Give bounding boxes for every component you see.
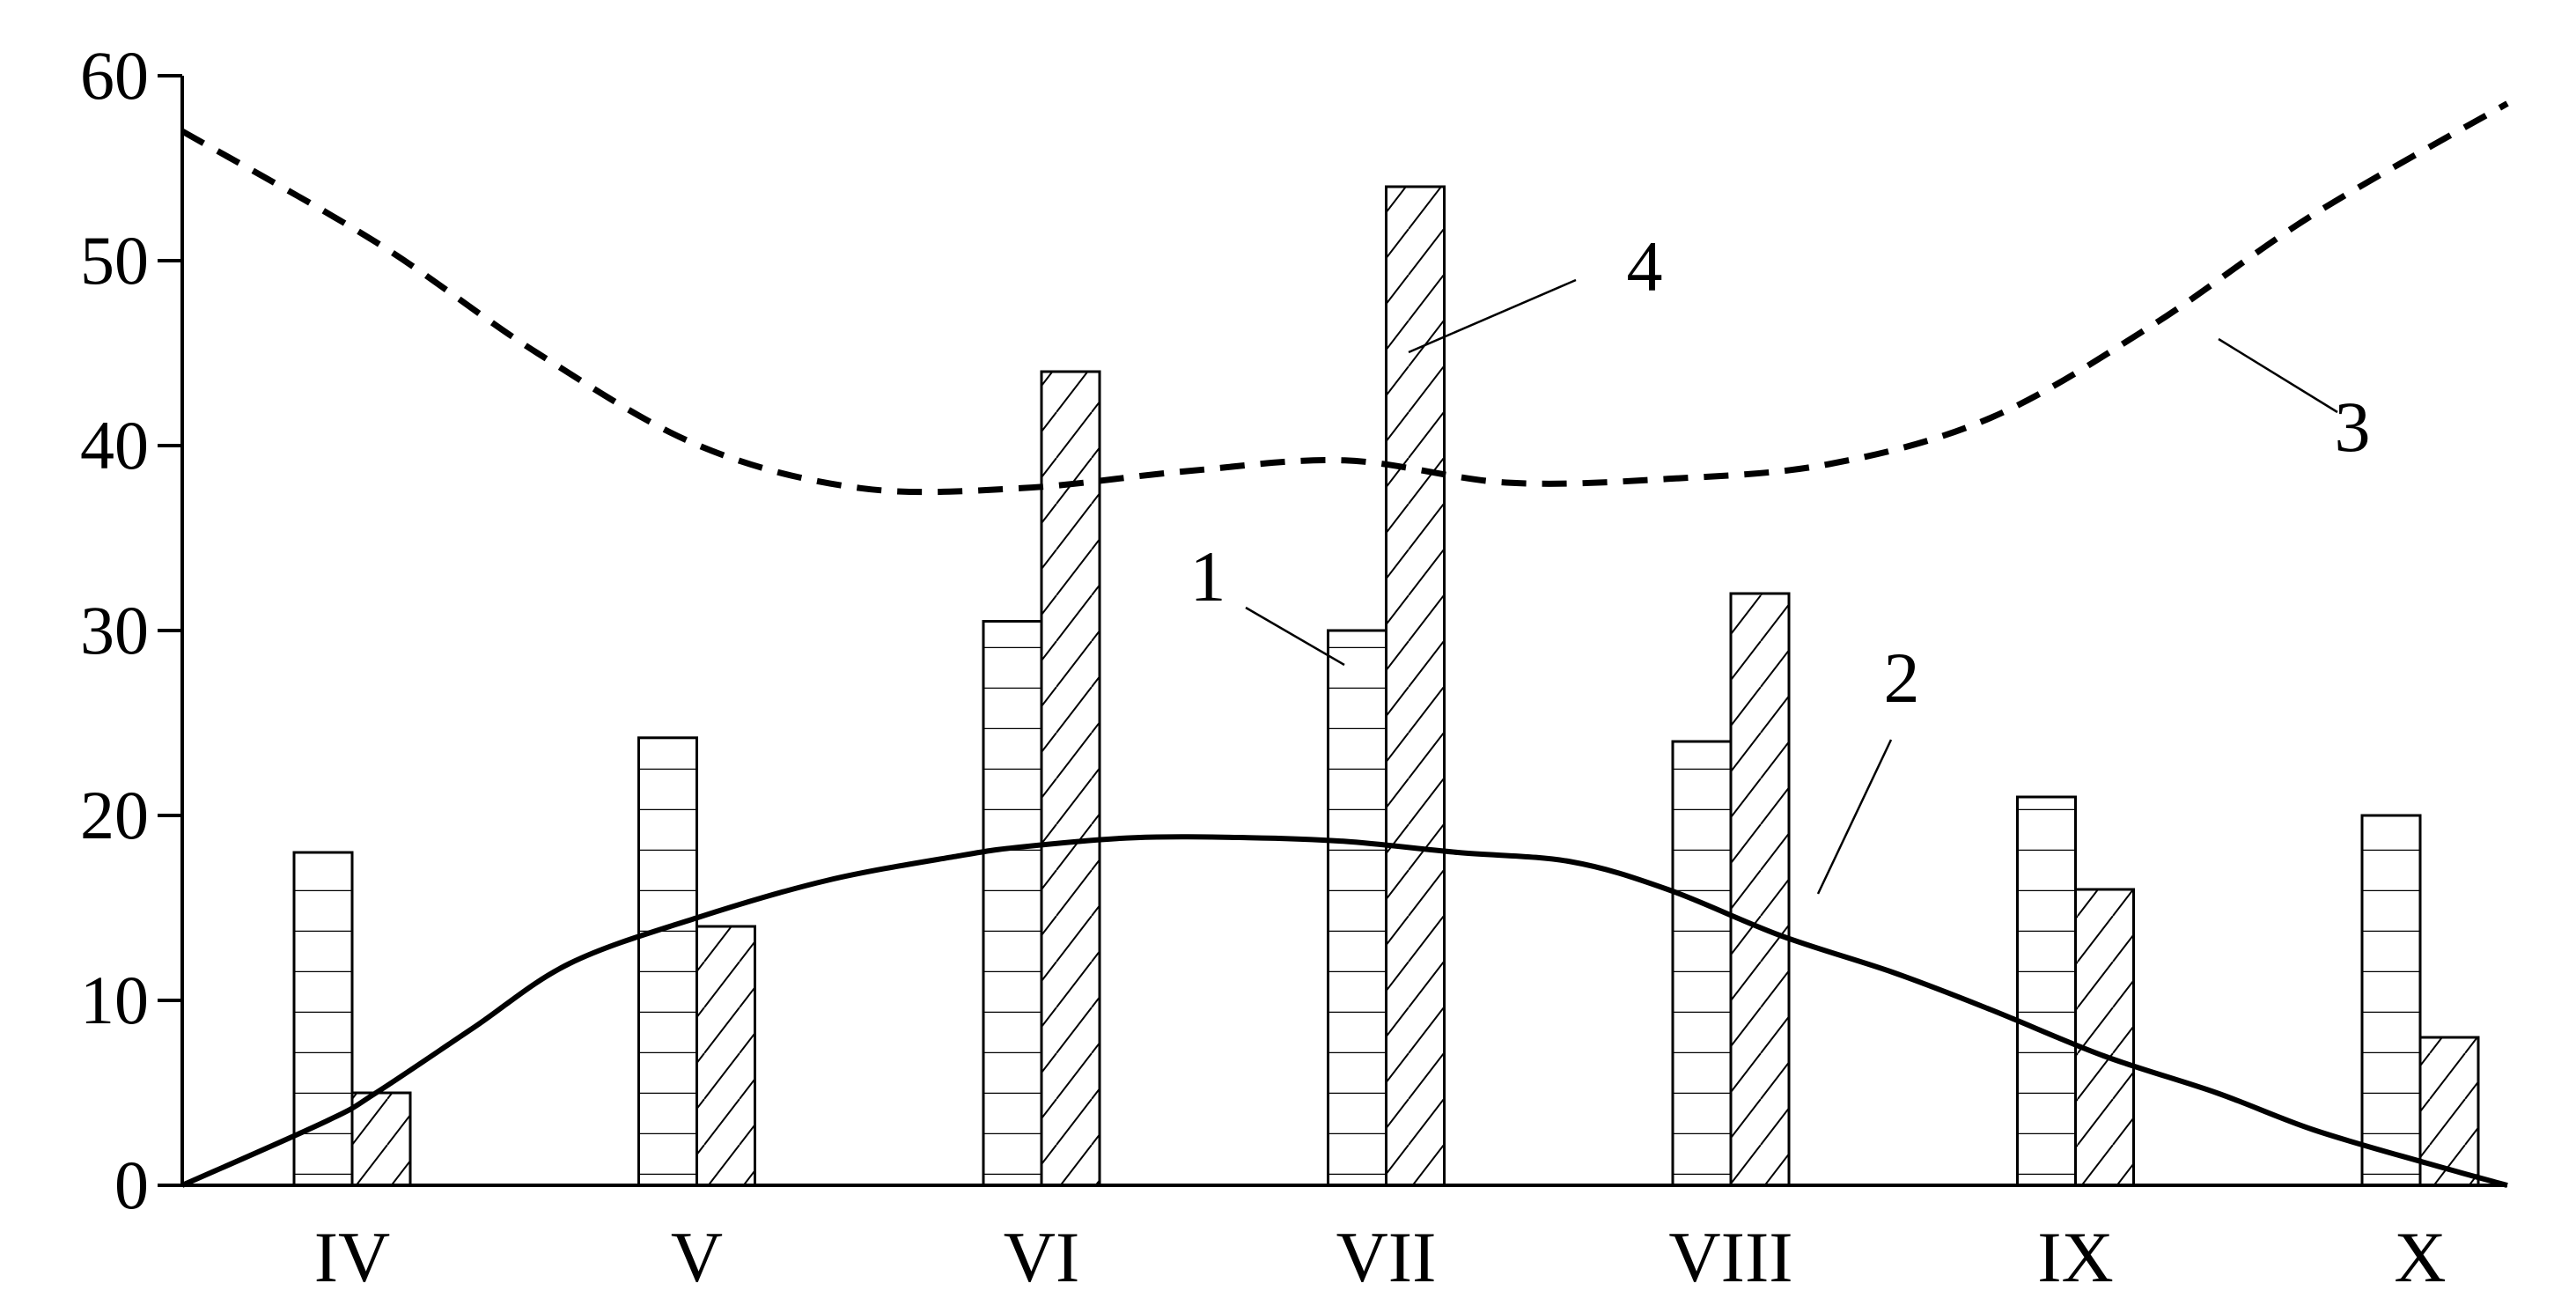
annotation-label-3: 3: [2335, 387, 2371, 467]
bar-series-4: [696, 925, 756, 1187]
y-tick-label: 30: [80, 592, 149, 668]
y-tick-label: 0: [114, 1147, 149, 1223]
annotation-leader-3: [2218, 337, 2338, 414]
bar-series-1: [2016, 795, 2077, 1187]
annotation-leader-4: [1408, 278, 1577, 354]
annotation-label-1: 1: [1190, 536, 1226, 616]
x-category-label: V: [671, 1217, 723, 1297]
y-tick-label: 50: [80, 222, 149, 299]
annotations: 1 2 3 4: [1190, 226, 2371, 895]
y-tick-label: 10: [80, 962, 149, 1038]
bar-series-1: [1327, 629, 1387, 1187]
bar-series-4: [2074, 888, 2135, 1187]
annotation-leader-1: [1245, 606, 1345, 667]
bar-series-1: [982, 620, 1043, 1187]
line-series-3: [180, 100, 2509, 496]
lines: [180, 100, 2509, 1188]
bar-series-4: [1040, 370, 1101, 1187]
bars: IV V VI VII VIII IX X: [292, 185, 2480, 1297]
bar-series-4: [1729, 592, 1791, 1187]
annotation-label-2: 2: [1884, 638, 1920, 718]
bar-series-1: [292, 851, 354, 1187]
y-tick-label: 60: [80, 37, 149, 114]
x-category-label: VIII: [1668, 1217, 1792, 1297]
x-category-label: VI: [1004, 1217, 1080, 1297]
y-tick-label: 20: [80, 777, 149, 853]
bar-series-4: [1385, 185, 1446, 1187]
bar-series-1: [637, 736, 698, 1187]
bar-series-4: [2418, 1036, 2480, 1187]
bar-series-1: [1671, 740, 1733, 1187]
y-tick-label: 40: [80, 407, 149, 483]
x-category-label: IV: [314, 1217, 391, 1297]
line-series-2: [180, 834, 2508, 1188]
bar-series-1: [2360, 814, 2422, 1187]
annotation-leader-2: [1816, 739, 1893, 895]
x-category-label: VII: [1336, 1217, 1437, 1297]
axes: 0 10 20 30 40 50 60: [80, 37, 2507, 1223]
x-category-label: IX: [2037, 1217, 2114, 1297]
bar-series-4: [350, 1091, 412, 1187]
annotation-label-4: 4: [1627, 226, 1663, 306]
x-category-label: X: [2394, 1217, 2446, 1297]
